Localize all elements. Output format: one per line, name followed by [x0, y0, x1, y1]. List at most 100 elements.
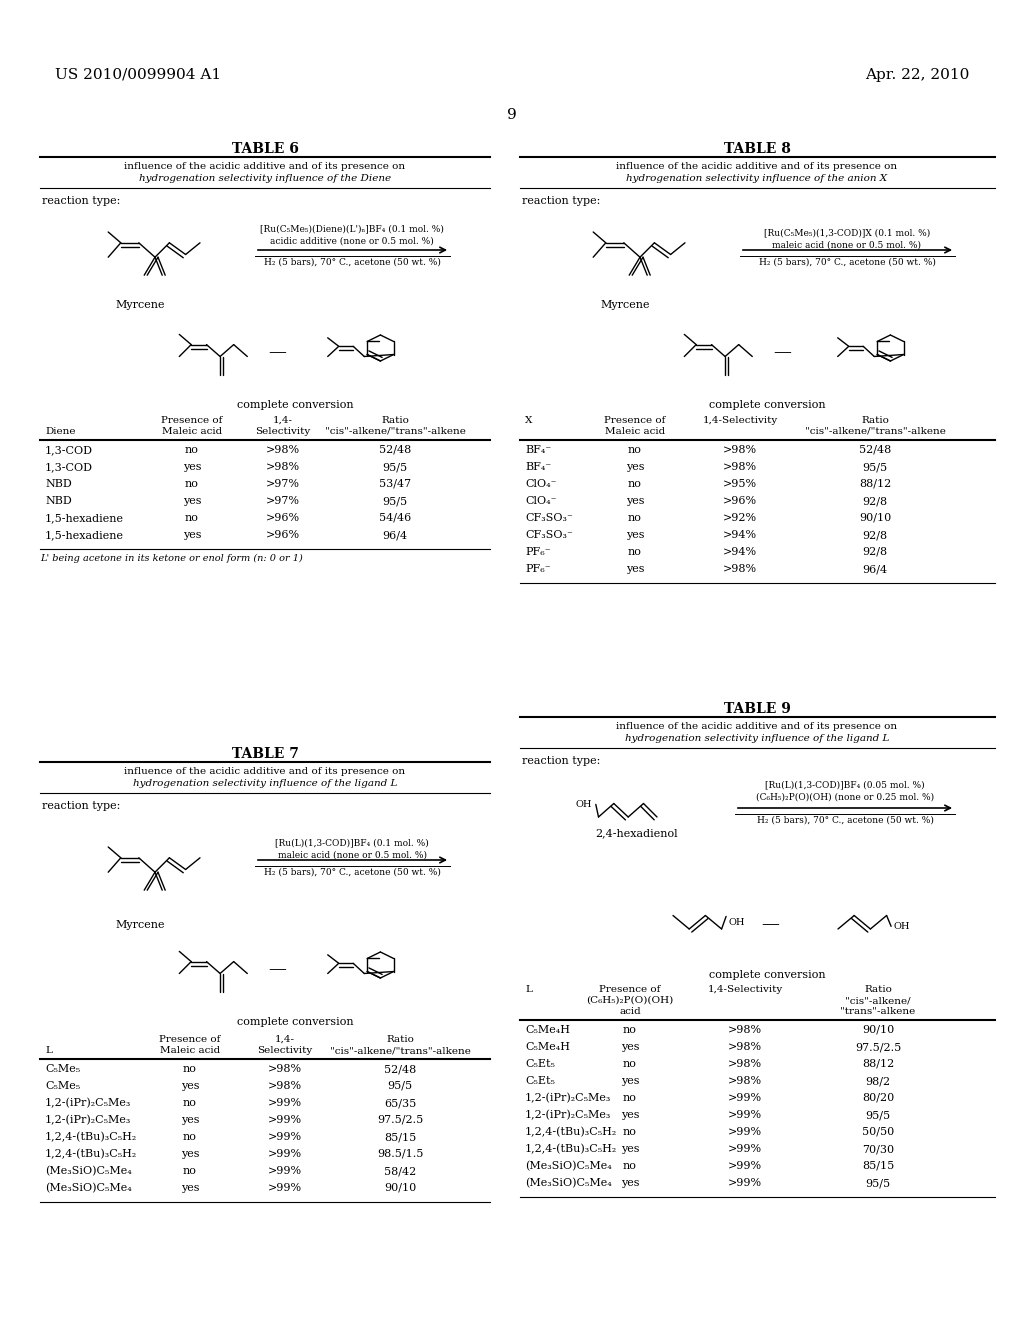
Text: >99%: >99%: [728, 1177, 762, 1188]
Text: no: no: [183, 1133, 197, 1142]
Text: 50/50: 50/50: [862, 1127, 894, 1137]
Text: "cis"-alkene/"trans"-alkene: "cis"-alkene/"trans"-alkene: [805, 426, 945, 436]
Text: Myrcene: Myrcene: [115, 300, 165, 310]
Text: OH: OH: [893, 923, 909, 932]
Text: >98%: >98%: [723, 445, 757, 455]
Text: C₅Me₄H: C₅Me₄H: [525, 1041, 570, 1052]
Text: acid: acid: [620, 1007, 641, 1016]
Text: 1,4-Selectivity: 1,4-Selectivity: [708, 985, 782, 994]
Text: >98%: >98%: [723, 564, 757, 574]
Text: >99%: >99%: [728, 1144, 762, 1154]
Text: no: no: [185, 479, 199, 488]
Text: 95/5: 95/5: [862, 462, 888, 473]
Text: no: no: [623, 1026, 637, 1035]
Text: 1,4-Selectivity: 1,4-Selectivity: [702, 416, 777, 425]
Text: PF₆⁻: PF₆⁻: [525, 564, 551, 574]
Text: —: —: [268, 960, 286, 978]
Text: 2,4-hexadienol: 2,4-hexadienol: [595, 828, 678, 838]
Text: (Me₃SiO)C₅Me₄: (Me₃SiO)C₅Me₄: [45, 1166, 132, 1176]
Text: L' being acetone in its ketone or enol form (n: 0 or 1): L' being acetone in its ketone or enol f…: [40, 554, 303, 564]
Text: no: no: [623, 1127, 637, 1137]
Text: 95/5: 95/5: [865, 1110, 891, 1119]
Text: 52/48: 52/48: [379, 445, 411, 455]
Text: yes: yes: [621, 1177, 639, 1188]
Text: yes: yes: [181, 1115, 200, 1125]
Text: —: —: [773, 343, 791, 360]
Text: 85/15: 85/15: [384, 1133, 416, 1142]
Text: reaction type:: reaction type:: [522, 195, 600, 206]
Text: Selectivity: Selectivity: [257, 1045, 312, 1055]
Text: Apr. 22, 2010: Apr. 22, 2010: [864, 69, 969, 82]
Text: yes: yes: [181, 1081, 200, 1092]
Text: Presence of: Presence of: [604, 416, 666, 425]
Text: C₅Me₄H: C₅Me₄H: [525, 1026, 570, 1035]
Text: >94%: >94%: [723, 531, 757, 540]
Text: 65/35: 65/35: [384, 1098, 416, 1107]
Text: complete conversion: complete conversion: [709, 970, 825, 979]
Text: NBD: NBD: [45, 496, 72, 506]
Text: >98%: >98%: [266, 445, 300, 455]
Text: 90/10: 90/10: [862, 1026, 894, 1035]
Text: >99%: >99%: [268, 1133, 302, 1142]
Text: maleic acid (none or 0.5 mol. %): maleic acid (none or 0.5 mol. %): [278, 851, 427, 861]
Text: 92/8: 92/8: [862, 531, 888, 540]
Text: hydrogenation selectivity influence of the Diene: hydrogenation selectivity influence of t…: [139, 174, 391, 183]
Text: no: no: [183, 1166, 197, 1176]
Text: complete conversion: complete conversion: [709, 400, 825, 411]
Text: 1,2,4-(tBu)₃C₅H₂: 1,2,4-(tBu)₃C₅H₂: [45, 1148, 137, 1159]
Text: BF₄⁻: BF₄⁻: [525, 462, 551, 473]
Text: [Ru(L)(1,3-COD)]BF₄ (0.1 mol. %): [Ru(L)(1,3-COD)]BF₄ (0.1 mol. %): [275, 838, 429, 847]
Text: Maleic acid: Maleic acid: [160, 1045, 220, 1055]
Text: 1,5-hexadiene: 1,5-hexadiene: [45, 513, 124, 523]
Text: influence of the acidic additive and of its presence on: influence of the acidic additive and of …: [616, 162, 898, 172]
Text: CF₃SO₃⁻: CF₃SO₃⁻: [525, 531, 572, 540]
Text: >99%: >99%: [728, 1162, 762, 1171]
Text: 1,4-: 1,4-: [275, 1035, 295, 1044]
Text: >99%: >99%: [268, 1115, 302, 1125]
Text: Selectivity: Selectivity: [255, 426, 310, 436]
Text: C₅Et₅: C₅Et₅: [525, 1076, 555, 1086]
Text: 98/2: 98/2: [865, 1076, 891, 1086]
Text: ClO₄⁻: ClO₄⁻: [525, 496, 556, 506]
Text: 1,2,4-(tBu)₃C₅H₂: 1,2,4-(tBu)₃C₅H₂: [45, 1133, 137, 1142]
Text: >95%: >95%: [723, 479, 757, 488]
Text: yes: yes: [182, 531, 202, 540]
Text: 70/30: 70/30: [862, 1144, 894, 1154]
Text: —: —: [268, 343, 286, 360]
Text: yes: yes: [181, 1148, 200, 1159]
Text: 90/10: 90/10: [384, 1183, 416, 1193]
Text: H₂ (5 bars), 70° C., acetone (50 wt. %): H₂ (5 bars), 70° C., acetone (50 wt. %): [759, 257, 936, 267]
Text: (Me₃SiO)C₅Me₄: (Me₃SiO)C₅Me₄: [45, 1183, 132, 1193]
Text: no: no: [628, 445, 642, 455]
Text: Ratio: Ratio: [861, 416, 889, 425]
Text: [Ru(L)(1,3-COD)]BF₄ (0.05 mol. %): [Ru(L)(1,3-COD)]BF₄ (0.05 mol. %): [765, 780, 925, 789]
Text: TABLE 9: TABLE 9: [724, 702, 791, 715]
Text: >98%: >98%: [268, 1081, 302, 1092]
Text: yes: yes: [182, 496, 202, 506]
Text: no: no: [185, 513, 199, 523]
Text: >98%: >98%: [268, 1064, 302, 1074]
Text: no: no: [183, 1064, 197, 1074]
Text: acidic additive (none or 0.5 mol. %): acidic additive (none or 0.5 mol. %): [270, 238, 434, 246]
Text: 95/5: 95/5: [382, 462, 408, 473]
Text: "cis"-alkene/: "cis"-alkene/: [845, 997, 910, 1005]
Text: TABLE 7: TABLE 7: [231, 747, 298, 762]
Text: 80/20: 80/20: [862, 1093, 894, 1104]
Text: >98%: >98%: [266, 462, 300, 473]
Text: yes: yes: [621, 1041, 639, 1052]
Text: C₅Et₅: C₅Et₅: [525, 1059, 555, 1069]
Text: >98%: >98%: [728, 1059, 762, 1069]
Text: >99%: >99%: [728, 1093, 762, 1104]
Text: 95/5: 95/5: [865, 1177, 891, 1188]
Text: NBD: NBD: [45, 479, 72, 488]
Text: 1,2-(iPr)₂C₅Me₃: 1,2-(iPr)₂C₅Me₃: [525, 1093, 611, 1104]
Text: 88/12: 88/12: [859, 479, 891, 488]
Text: H₂ (5 bars), 70° C., acetone (50 wt. %): H₂ (5 bars), 70° C., acetone (50 wt. %): [263, 257, 440, 267]
Text: Myrcene: Myrcene: [115, 920, 165, 931]
Text: no: no: [628, 546, 642, 557]
Text: 1,5-hexadiene: 1,5-hexadiene: [45, 531, 124, 540]
Text: "cis"-alkene/"trans"-alkene: "cis"-alkene/"trans"-alkene: [330, 1045, 470, 1055]
Text: >96%: >96%: [723, 496, 757, 506]
Text: no: no: [628, 479, 642, 488]
Text: 1,2-(iPr)₂C₅Me₃: 1,2-(iPr)₂C₅Me₃: [45, 1098, 131, 1109]
